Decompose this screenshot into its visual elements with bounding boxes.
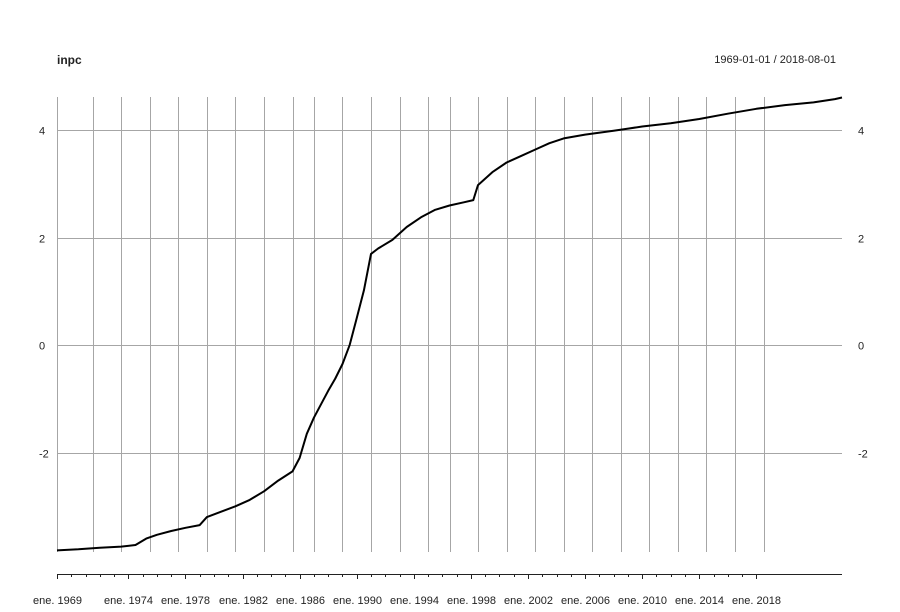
x-tick-label: ene. 1986 [276,595,325,607]
chart-title: inpc [57,53,82,67]
y-tick-label: 0 [858,341,864,353]
y-axis-left-labels: -2 0 2 4 [39,126,49,461]
y-tick-label: 2 [858,234,864,246]
y-gridlines [57,130,842,454]
x-tick-label: ene. 1990 [333,595,382,607]
x-tick-label: ene. 1969 [33,595,82,607]
x-tick-label: ene. 1982 [219,595,268,607]
y-tick-label: 4 [39,126,45,138]
y-tick-label: 4 [858,126,864,138]
series-line [56,96,843,552]
x-tick-label: ene. 1974 [104,595,153,607]
x-tick-label: ene. 2010 [618,595,667,607]
y-tick-label: -2 [858,449,868,461]
y-tick-label: -2 [39,449,49,461]
x-tick-label: ene. 2006 [561,595,610,607]
x-tick-label: ene. 1994 [390,595,439,607]
y-tick-label: 0 [39,341,45,353]
date-range-label: 1969-01-01 / 2018-08-01 [714,54,836,66]
x-gridlines [57,97,765,552]
x-axis: ene. 1969 ene. 1974 ene. 1978 ene. 1982 ene.… [33,574,842,607]
x-tick-label: ene. 1978 [161,595,210,607]
y-tick-label: 2 [39,234,45,246]
y-axis-right-labels: -2 0 2 4 [858,126,868,461]
x-tick-label: ene. 2018 [732,595,781,607]
x-tick-label: ene. 1998 [447,595,496,607]
x-tick-label: ene. 2002 [504,595,553,607]
x-tick-label: ene. 2014 [675,595,724,607]
series-lines [56,96,843,552]
